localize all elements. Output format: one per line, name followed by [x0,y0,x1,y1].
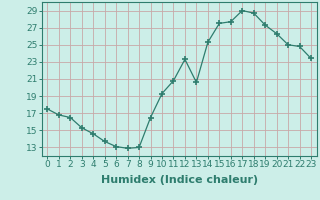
X-axis label: Humidex (Indice chaleur): Humidex (Indice chaleur) [100,175,258,185]
